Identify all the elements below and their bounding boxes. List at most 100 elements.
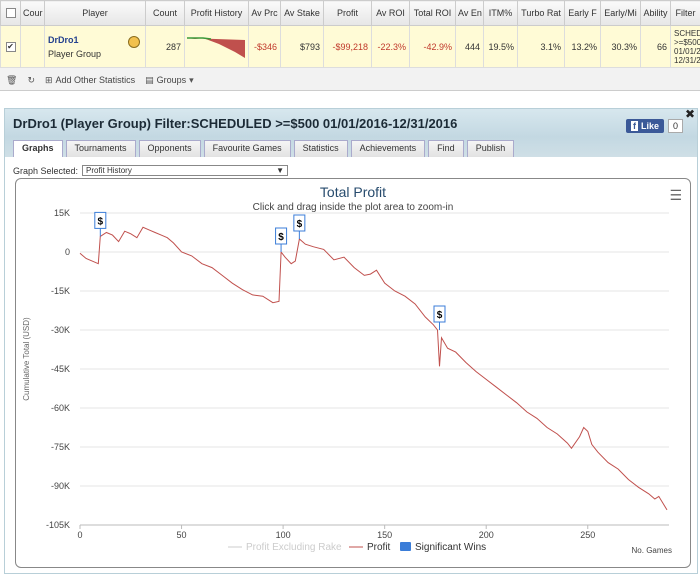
early-mi-cell: 30.3% xyxy=(600,25,641,68)
legend-excl-rake[interactable]: Profit Excluding Rake xyxy=(246,542,342,553)
count-cell: 287 xyxy=(145,25,185,68)
hamburger-menu-icon[interactable]: ☰ xyxy=(669,187,682,203)
filter-line: 12/31/2016 xyxy=(674,55,700,65)
refresh-icon[interactable]: ↻ xyxy=(27,74,35,85)
groups-dropdown[interactable]: ▤ Groups ▾ xyxy=(145,75,194,86)
groups-label: Groups xyxy=(156,75,187,85)
facebook-like-label: Like xyxy=(640,121,659,131)
chart-container[interactable]: ☰ Total Profit Click and drag inside the… xyxy=(15,178,691,568)
x-tick-label: 0 xyxy=(77,530,82,540)
col-header-early-f[interactable]: Early F xyxy=(564,0,601,26)
facebook-like: f Like 0 xyxy=(625,119,683,133)
graph-selector: Graph Selected: Profit History ▼ xyxy=(13,165,289,176)
groups-icon: ▤ xyxy=(145,74,154,85)
tab-graphs[interactable]: Graphs xyxy=(13,140,63,157)
filter-line: 01/01/2016- xyxy=(674,46,700,56)
significant-win-marker[interactable]: $ xyxy=(433,305,446,330)
profit-series-line[interactable] xyxy=(79,226,668,511)
select-all-checkbox[interactable] xyxy=(0,0,21,26)
early-f-cell: 13.2% xyxy=(564,25,601,68)
x-tick-label: 200 xyxy=(479,530,494,540)
turbo-ratio-cell: 3.1% xyxy=(517,25,565,68)
significant-win-label: $ xyxy=(278,232,284,243)
col-header-total-roi[interactable]: Total ROI xyxy=(409,0,456,26)
significant-win-marker[interactable]: $ xyxy=(275,227,288,252)
y-tick-label: -105K xyxy=(46,520,70,530)
chevron-down-icon: ▾ xyxy=(189,74,194,85)
x-axis-label: No. Games xyxy=(632,546,672,555)
col-header-player[interactable]: Player xyxy=(44,0,146,26)
player-cell[interactable]: DrDro1 Player Group xyxy=(44,25,146,68)
col-header-turbo-ratio[interactable]: Turbo Rat xyxy=(517,0,565,26)
player-name-link[interactable]: DrDro1 xyxy=(48,34,79,45)
filter-line: >=$500 xyxy=(674,37,700,47)
chart-subtitle: Click and drag inside the plot area to z… xyxy=(253,202,454,213)
tab-find[interactable]: Find xyxy=(428,140,464,157)
x-tick-label: 250 xyxy=(580,530,595,540)
row-checkbox[interactable]: ✔ xyxy=(0,25,21,68)
col-header-count[interactable]: Count xyxy=(145,0,185,26)
col-header-profit[interactable]: Profit xyxy=(323,0,372,26)
significant-win-marker[interactable]: $ xyxy=(293,214,306,239)
close-icon[interactable]: ✖ xyxy=(684,107,695,121)
y-axis-label: Cumulative Total (USD) xyxy=(22,317,31,401)
av-prize-cell: -$346 xyxy=(248,25,281,68)
significant-win-label: $ xyxy=(297,219,303,230)
y-tick-label: -15K xyxy=(51,286,70,296)
stats-table: Cour Player Count Profit History Av Prc … xyxy=(0,0,700,68)
facebook-like-count: 0 xyxy=(667,119,683,133)
profit-cell: -$99,218 xyxy=(323,25,372,68)
table-row[interactable]: ✔ DrDro1 Player Group 287 -$346 $793 -$9… xyxy=(0,25,700,68)
col-header-ability[interactable]: Ability xyxy=(640,0,671,26)
ability-cell: 66 xyxy=(640,25,671,68)
filter-line: SCHEDULED xyxy=(674,28,700,38)
av-roi-cell: -22.3% xyxy=(371,25,410,68)
player-group-label: Player Group xyxy=(48,48,102,59)
tab-opponents[interactable]: Opponents xyxy=(138,140,201,157)
col-header-av-prize[interactable]: Av Prc xyxy=(248,0,281,26)
col-header-itm[interactable]: ITM% xyxy=(483,0,518,26)
av-stake-cell: $793 xyxy=(280,25,324,68)
y-tick-label: -75K xyxy=(51,442,70,452)
chart-legend: Profit Excluding Rake Profit Significant… xyxy=(228,542,486,553)
stats-header-row: Cour Player Count Profit History Av Prc … xyxy=(0,0,700,26)
profit-history-sparkline xyxy=(184,25,249,68)
tab-tournaments[interactable]: Tournaments xyxy=(65,140,136,157)
stats-toolbar: 🗑 ↻ ⊞ Add Other Statistics ▤ Groups ▾ xyxy=(0,70,700,90)
col-header-cour[interactable]: Cour xyxy=(20,0,45,26)
tab-statistics[interactable]: Statistics xyxy=(293,140,348,157)
significant-win-marker[interactable]: $ xyxy=(94,211,107,237)
y-tick-label: 0 xyxy=(65,247,70,257)
legend-significant-wins-swatch xyxy=(400,542,411,551)
significant-win-label: $ xyxy=(437,310,443,321)
y-tick-label: 15K xyxy=(54,208,70,218)
graph-select-value: Profit History xyxy=(86,166,132,175)
col-header-profit-history[interactable]: Profit History xyxy=(184,0,249,26)
add-stats-icon: ⊞ xyxy=(44,74,53,85)
facebook-icon: f xyxy=(630,121,638,131)
panel-title: DrDro1 (Player Group) Filter:SCHEDULED >… xyxy=(13,115,458,131)
total-roi-cell: -42.9% xyxy=(409,25,456,68)
facebook-like-button[interactable]: f Like xyxy=(625,119,664,133)
trash-icon[interactable]: 🗑 xyxy=(6,74,18,85)
col-header-av-stake[interactable]: Av Stake xyxy=(280,0,324,26)
panel-tabs: Graphs Tournaments Opponents Favourite G… xyxy=(5,137,697,157)
player-panel: DrDro1 (Player Group) Filter:SCHEDULED >… xyxy=(4,107,698,574)
add-stats-button[interactable]: ⊞ Add Other Statistics xyxy=(45,75,135,86)
graph-select[interactable]: Profit History ▼ xyxy=(82,165,289,176)
profit-chart[interactable]: Total Profit Click and drag inside the p… xyxy=(16,179,690,567)
tab-achievements[interactable]: Achievements xyxy=(350,140,426,157)
av-entrants-cell: 444 xyxy=(455,25,484,68)
col-header-filter[interactable]: Filter xyxy=(670,0,700,26)
legend-profit[interactable]: Profit xyxy=(367,542,391,553)
tab-publish[interactable]: Publish xyxy=(466,140,515,157)
col-header-av-entrants[interactable]: Av En xyxy=(455,0,484,26)
legend-significant-wins[interactable]: Significant Wins xyxy=(415,542,486,553)
tab-favourite-games[interactable]: Favourite Games xyxy=(203,140,291,157)
col-header-early-mi[interactable]: Early/Mi xyxy=(600,0,641,26)
chevron-down-icon: ▼ xyxy=(276,166,285,175)
group-icon[interactable] xyxy=(128,36,140,48)
course-cell xyxy=(20,25,45,68)
col-header-av-roi[interactable]: Av ROI xyxy=(371,0,410,26)
significant-win-label: $ xyxy=(98,216,104,227)
